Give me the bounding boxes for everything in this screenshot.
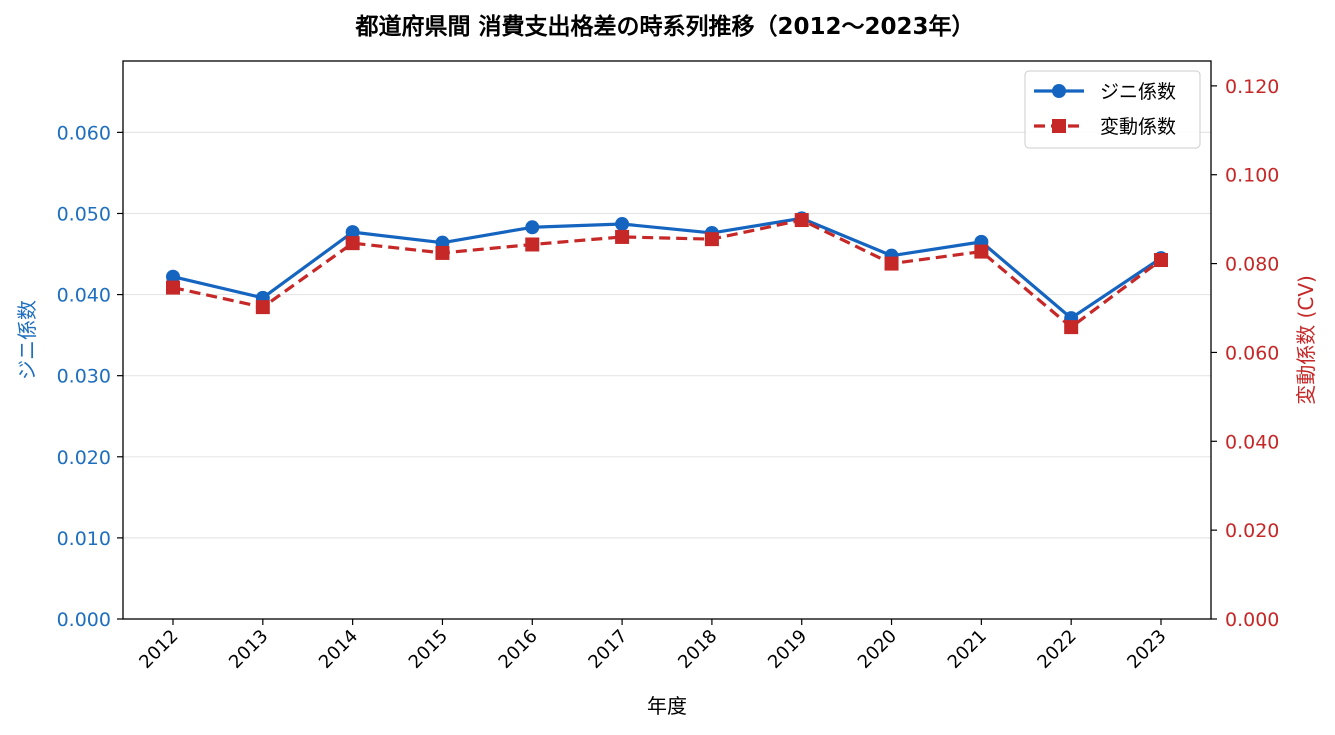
right-tick-label: 0.020 (1225, 520, 1279, 542)
left-tick-label: 0.000 (57, 609, 111, 631)
right-tick-label: 0.000 (1225, 609, 1279, 631)
legend-label-gini: ジニ係数 (1100, 81, 1176, 103)
series-line-1 (172, 218, 1162, 329)
data-point-0 (615, 217, 630, 232)
data-point-1 (166, 280, 180, 295)
x-tick-label: 2022 (1033, 626, 1080, 673)
right-y-axis: 0.000 0.020 0.040 0.060 0.080 0.100 0.120 (1211, 76, 1279, 631)
right-tick-label: 0.120 (1225, 76, 1279, 98)
data-point-1 (974, 244, 989, 259)
left-tick-label: 0.040 (57, 285, 111, 307)
left-y-axis-label: ジニ係数 (15, 300, 39, 380)
left-tick-label: 0.020 (57, 447, 111, 469)
x-tick-label: 2013 (225, 626, 272, 673)
right-tick-label: 0.100 (1225, 165, 1279, 187)
data-point-0 (166, 269, 180, 284)
data-point-1 (884, 256, 899, 271)
data-point-1 (435, 245, 450, 260)
legend-marker-cv (1052, 119, 1066, 133)
x-tick-label: 2019 (764, 626, 811, 673)
data-point-1 (255, 300, 270, 315)
x-axis-label: 年度 (647, 694, 687, 718)
data-point-1 (345, 236, 360, 251)
legend-label-cv: 変動係数 (1100, 116, 1176, 138)
right-tick-label: 0.080 (1225, 254, 1279, 276)
left-tick-label: 0.030 (57, 366, 111, 388)
x-tick-label: 2018 (674, 626, 721, 673)
series-line-0 (172, 216, 1162, 320)
left-tick-label: 0.050 (57, 203, 111, 225)
right-y-axis-label: 変動係数 (CV) (1294, 275, 1318, 405)
data-point-1 (794, 213, 809, 228)
data-point-1 (615, 229, 630, 244)
right-tick-label: 0.040 (1225, 431, 1279, 453)
legend-marker-gini (1052, 84, 1066, 98)
x-tick-label: 2016 (495, 626, 542, 673)
data-point-1 (1154, 253, 1168, 268)
grid (123, 131, 1211, 539)
x-tick-label: 2017 (584, 626, 631, 673)
series (166, 211, 1168, 335)
x-tick-label: 2021 (944, 626, 991, 673)
data-point-0 (345, 225, 360, 240)
right-tick-label: 0.060 (1225, 342, 1279, 364)
data-point-1 (704, 232, 719, 247)
x-tick-label: 2015 (405, 626, 452, 673)
data-point-0 (525, 220, 540, 235)
x-axis: 2012 2013 2014 2015 2016 2017 2018 2019 2020 2021… (135, 619, 1171, 673)
data-point-1 (525, 237, 540, 252)
left-tick-label: 0.060 (57, 122, 111, 144)
left-y-axis: 0.000 0.010 0.020 0.030 0.040 0.050 0.060 (57, 122, 123, 631)
x-tick-label: 2020 (854, 626, 901, 673)
plot-area (122, 60, 1212, 620)
chart-title: 都道府県間 消費支出格差の時系列推移（2012〜2023年） (354, 13, 974, 40)
x-tick-label: 2014 (315, 626, 362, 673)
legend: ジニ係数 変動係数 (1024, 70, 1201, 149)
data-point-1 (1064, 320, 1079, 335)
x-tick-label: 2012 (135, 626, 182, 673)
left-tick-label: 0.010 (57, 528, 111, 550)
x-tick-label: 2023 (1123, 626, 1170, 673)
